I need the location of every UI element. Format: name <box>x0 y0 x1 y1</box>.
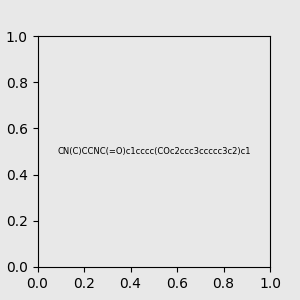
Text: CN(C)CCNC(=O)c1cccc(COc2ccc3ccccc3c2)c1: CN(C)CCNC(=O)c1cccc(COc2ccc3ccccc3c2)c1 <box>57 147 250 156</box>
